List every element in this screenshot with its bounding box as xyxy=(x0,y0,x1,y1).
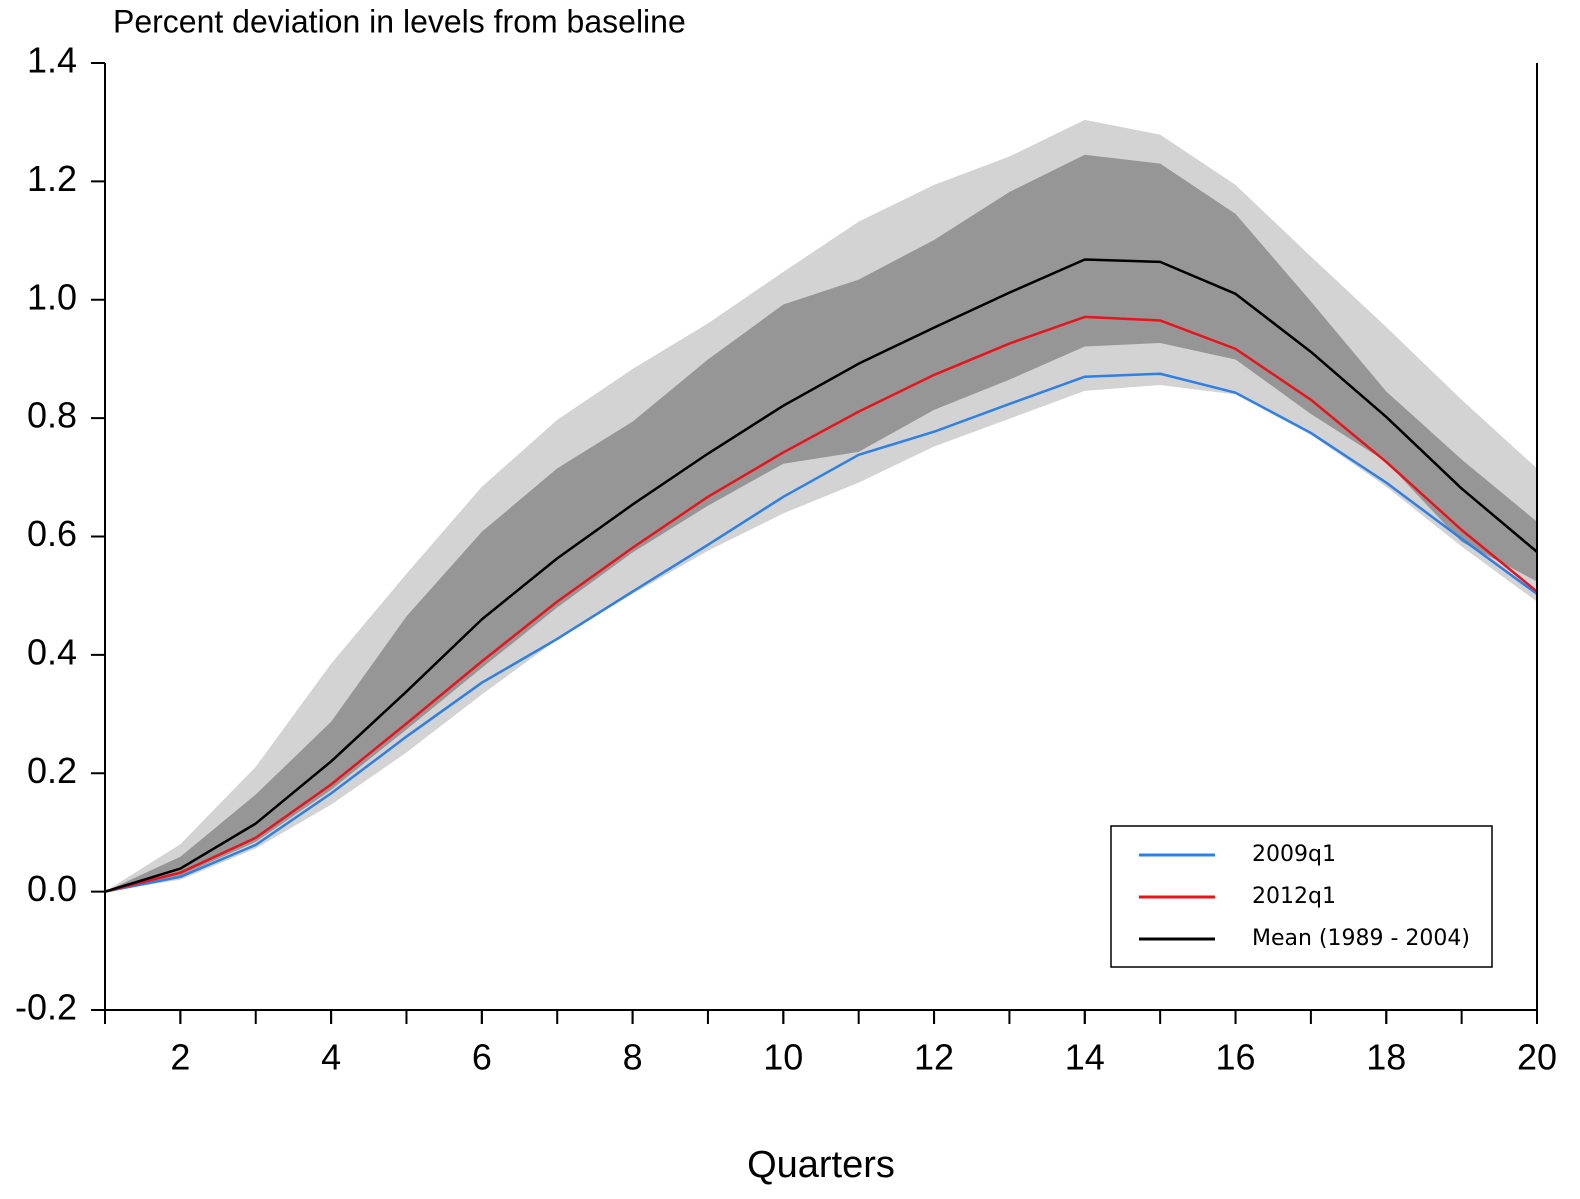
x-tick-label: 16 xyxy=(1216,1037,1256,1078)
y-tick-label: 0.4 xyxy=(27,631,77,672)
x-tick-label: 2 xyxy=(170,1037,190,1078)
band xyxy=(105,154,1537,892)
x-axis-label: Quarters xyxy=(747,1144,895,1186)
x-tick-label: 14 xyxy=(1065,1037,1105,1078)
x-tick-label: 18 xyxy=(1366,1037,1406,1078)
y-tick-label: -0.2 xyxy=(15,987,77,1028)
x-tick-label: 6 xyxy=(472,1037,492,1078)
y-tick-label: 0.0 xyxy=(27,868,77,909)
chart-title: Percent deviation in levels from baselin… xyxy=(113,3,686,39)
legend-label: Mean (1989 - 2004) xyxy=(1252,926,1470,951)
y-tick-label: 0.6 xyxy=(27,513,77,554)
y-tick-label: 1.2 xyxy=(27,158,77,199)
series-line xyxy=(104,372,1538,893)
x-tick-label: 8 xyxy=(623,1037,643,1078)
series-line xyxy=(104,315,1538,893)
x-tick-label: 4 xyxy=(321,1037,341,1078)
legend-label: 2012q1 xyxy=(1252,884,1336,909)
y-tick-label: 0.2 xyxy=(27,750,77,791)
y-tick-label: 0.8 xyxy=(27,395,77,436)
legend-label: 2009q1 xyxy=(1252,842,1336,867)
y-tick-label: 1.4 xyxy=(27,40,77,81)
y-tick-label: 1.0 xyxy=(27,276,77,317)
x-tick-label: 12 xyxy=(914,1037,954,1078)
x-tick-label: 10 xyxy=(763,1037,803,1078)
series-line xyxy=(104,258,1538,893)
x-tick-label: 20 xyxy=(1517,1037,1557,1078)
